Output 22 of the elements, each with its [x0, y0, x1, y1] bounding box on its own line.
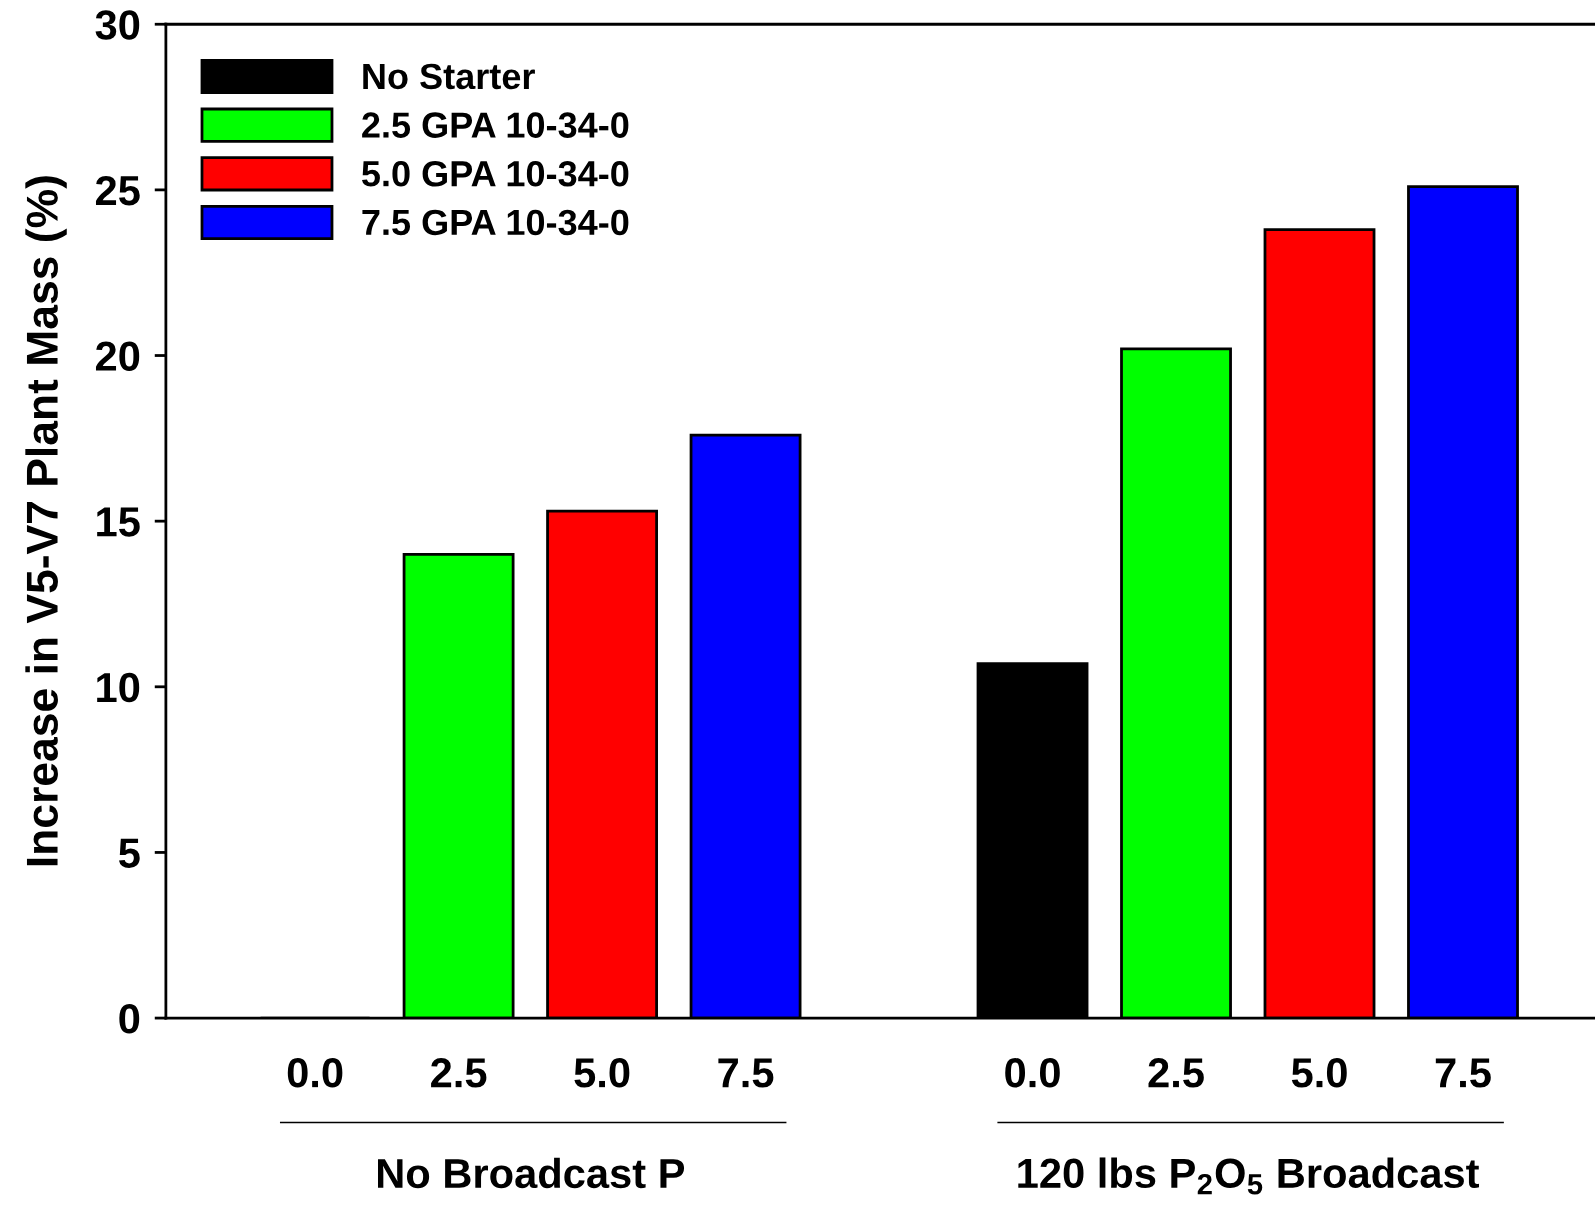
x-tick-label: 5.0	[574, 1058, 630, 1088]
y-tick-label: 10	[97, 672, 140, 703]
y-tick-label: 15	[97, 507, 140, 537]
y-tick-label: 0	[119, 1004, 140, 1034]
legend-label: 5.0 GPA 10-34-0	[361, 160, 629, 187]
x-tick-label: 5.0	[1291, 1058, 1347, 1088]
y-tick-label: 20	[95, 341, 140, 372]
y-tick-label: 30	[95, 10, 140, 40]
x-tick-label: 7.5	[718, 1058, 774, 1088]
x-tick-label: 0.0	[287, 1058, 343, 1088]
y-tick-label: 25	[95, 175, 140, 206]
y-axis-title: Increase in V5-V7 Plant Mass (%)	[25, 176, 67, 866]
text: No Broadcast P	[378, 1157, 685, 1189]
x-tick-label: 2.5	[431, 1058, 487, 1088]
legend-label: 2.5 GPA 10-34-0	[362, 112, 629, 138]
x-tick-label: 0.0	[1005, 1058, 1060, 1088]
legend-label: 7.5 GPA 10-34-0	[362, 209, 629, 236]
x-tick-label: 7.5	[1435, 1058, 1491, 1088]
text: 120 lbs P$_{2}$O$_{5}$ Broadcast	[1018, 1157, 1480, 1195]
legend-label: No Starter	[363, 63, 535, 90]
x-tick-label: 2.5	[1148, 1058, 1204, 1088]
y-tick-label: 5	[118, 838, 140, 868]
